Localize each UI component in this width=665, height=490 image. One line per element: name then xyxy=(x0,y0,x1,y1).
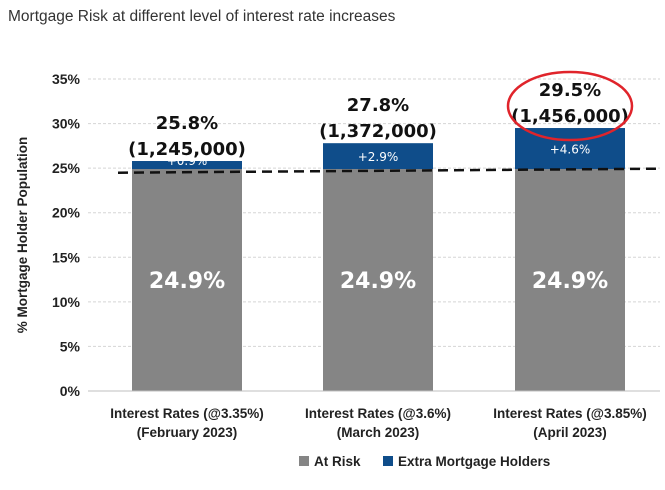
y-tick-label: 0% xyxy=(60,383,81,399)
x-tick-label: Interest Rates (@3.85%) xyxy=(493,406,646,421)
total-percent-label: 25.8% xyxy=(156,113,218,134)
x-tick-label: (March 2023) xyxy=(337,425,420,440)
y-tick-label: 15% xyxy=(52,249,81,265)
y-tick-label: 35% xyxy=(52,71,81,87)
x-tick-label: (February 2023) xyxy=(137,425,238,440)
y-tick-label: 10% xyxy=(52,294,81,310)
bar-value-label: 24.9% xyxy=(340,269,416,294)
y-tick-label: 5% xyxy=(60,338,81,354)
y-tick-label: 20% xyxy=(52,205,81,221)
total-count-label: (1,372,000) xyxy=(319,121,437,142)
chart-title: Mortgage Risk at different level of inte… xyxy=(8,8,396,25)
bar-at-risk xyxy=(515,169,625,391)
bar-extra-mortgage-holders xyxy=(323,143,433,170)
extra-value-label: +4.6% xyxy=(550,143,591,157)
extra-value-label: +0.9% xyxy=(167,154,208,168)
y-tick-label: 25% xyxy=(52,160,81,176)
total-percent-label: 29.5% xyxy=(539,80,601,101)
total-percent-label: 27.8% xyxy=(347,95,409,116)
y-tick-label: 30% xyxy=(52,116,81,132)
bar-value-label: 24.9% xyxy=(149,269,225,294)
bar-extra-mortgage-holders xyxy=(132,161,242,170)
legend-label-extra: Extra Mortgage Holders xyxy=(398,454,550,469)
extra-value-label: +2.9% xyxy=(358,150,399,164)
baseline-dashed-line xyxy=(117,167,661,174)
total-count-label: (1,245,000) xyxy=(128,139,246,160)
legend-label-at-risk: At Risk xyxy=(314,454,361,469)
total-count-label: (1,456,000) xyxy=(511,106,629,127)
x-tick-label: (April 2023) xyxy=(533,425,607,440)
y-axis-label: % Mortgage Holder Population xyxy=(15,137,30,334)
x-tick-label: Interest Rates (@3.6%) xyxy=(305,406,451,421)
legend-swatch-at-risk xyxy=(299,456,309,466)
highlight-ellipse xyxy=(506,70,634,142)
bar-extra-mortgage-holders xyxy=(515,128,625,170)
bar-value-label: 24.9% xyxy=(532,269,608,294)
bar-at-risk xyxy=(323,169,433,391)
legend-swatch-extra xyxy=(383,456,393,466)
bar-at-risk xyxy=(132,169,242,391)
x-tick-label: Interest Rates (@3.35%) xyxy=(110,406,263,421)
